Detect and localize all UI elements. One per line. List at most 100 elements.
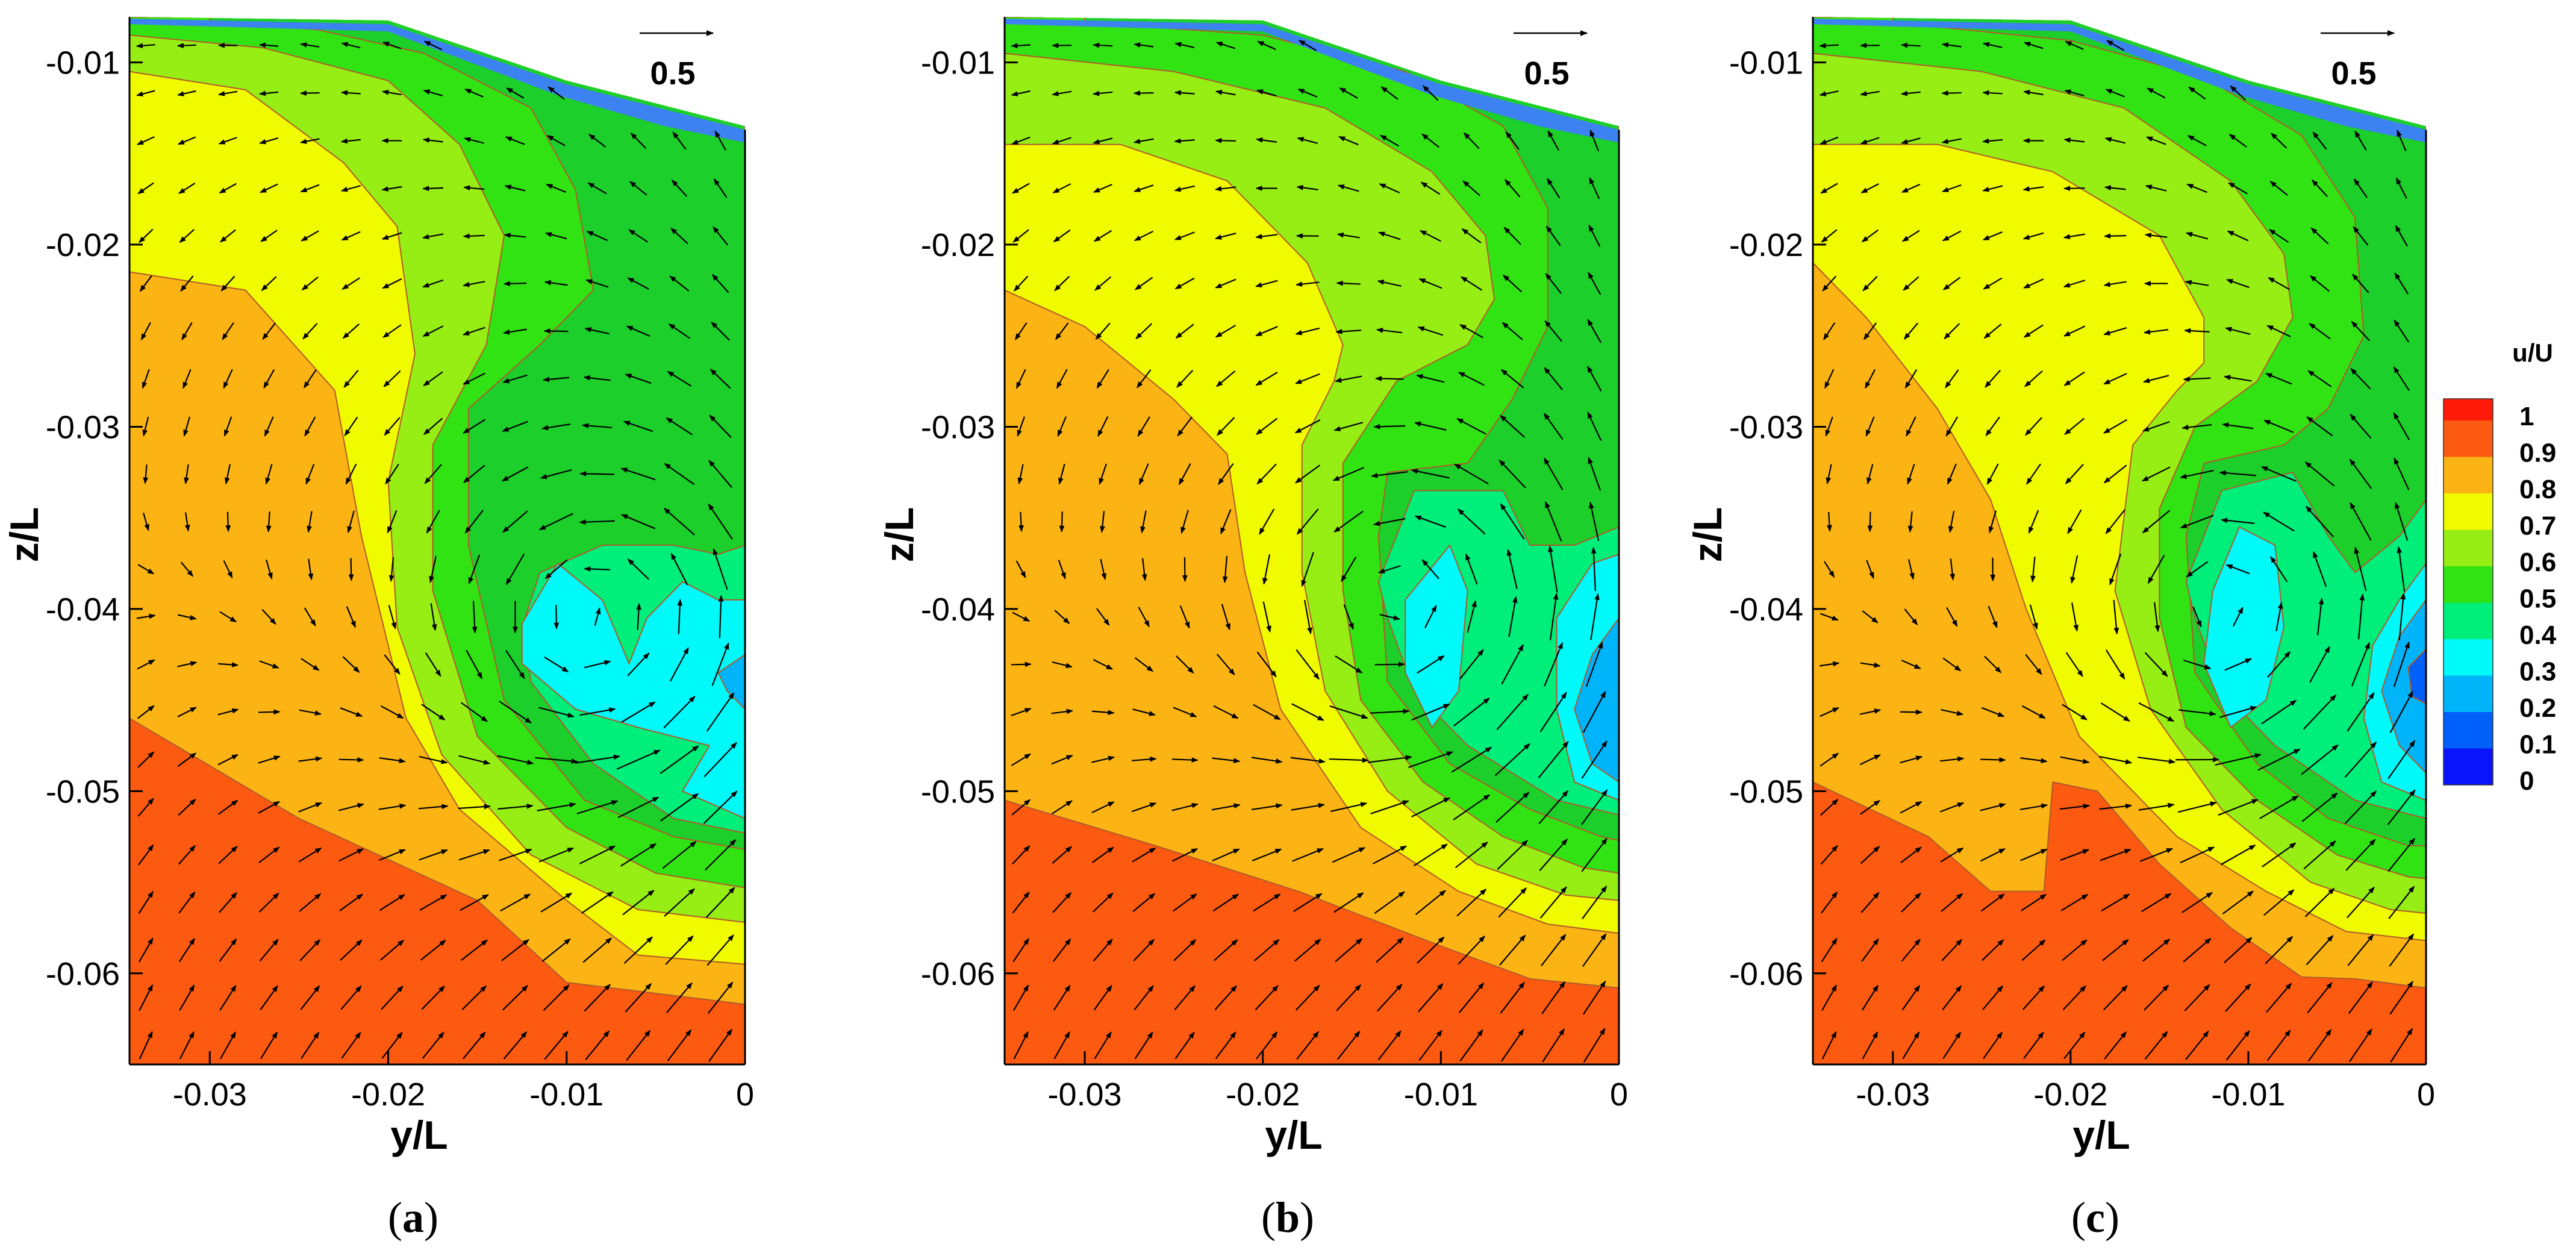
velocity-vector xyxy=(2104,137,2125,144)
velocity-vector xyxy=(1455,842,1488,869)
caption-open-paren: ( xyxy=(1261,1193,1276,1242)
velocity-vector xyxy=(2144,984,2169,1011)
velocity-vector xyxy=(2257,748,2301,771)
velocity-vector xyxy=(461,939,488,961)
velocity-vector xyxy=(1336,984,1362,1011)
velocity-vector xyxy=(1012,611,1031,622)
velocity-vector xyxy=(1296,649,1320,680)
velocity-vector xyxy=(1416,374,1445,383)
velocity-vector xyxy=(1298,40,1317,51)
caption-letter: b xyxy=(1276,1193,1300,1242)
velocity-vector xyxy=(1343,604,1354,630)
velocity-vector xyxy=(1421,133,1439,148)
velocity-vector xyxy=(2024,370,2043,387)
velocity-vector xyxy=(1824,369,1835,389)
velocity-vector xyxy=(218,137,237,145)
velocity-vector xyxy=(2028,510,2039,534)
velocity-vector xyxy=(2225,983,2251,1012)
caption-open-paren: ( xyxy=(2071,1193,2086,1242)
colorbar-label: 0.4 xyxy=(2519,620,2557,650)
velocity-vector xyxy=(340,707,363,717)
velocity-vector xyxy=(219,611,237,623)
velocity-vector xyxy=(1379,183,1400,193)
velocity-vector xyxy=(1980,848,2006,862)
velocity-vector xyxy=(585,279,609,288)
velocity-vector xyxy=(1538,741,1569,778)
contour-field xyxy=(1813,17,2426,1064)
velocity-vector xyxy=(2105,89,2125,98)
velocity-vector xyxy=(1333,510,1364,533)
velocity-vector xyxy=(1131,802,1157,813)
velocity-vector xyxy=(2104,1031,2127,1060)
velocity-vector xyxy=(2192,606,2202,628)
velocity-vector xyxy=(348,558,354,581)
velocity-vector xyxy=(2180,514,2214,529)
colorbar-swatch xyxy=(2443,420,2493,457)
velocity-vector xyxy=(1451,746,1492,773)
velocity-vector xyxy=(705,887,735,918)
velocity-vector xyxy=(1543,413,1564,440)
velocity-vector xyxy=(422,1031,444,1059)
velocity-vector xyxy=(1378,565,1401,573)
velocity-vector xyxy=(260,985,278,1011)
velocity-vector xyxy=(2103,281,2127,287)
colorbar-swatch xyxy=(2443,639,2493,676)
velocity-vector xyxy=(1860,846,1880,864)
reference-vector-label: 0.5 xyxy=(1524,55,1569,92)
velocity-vector xyxy=(1413,843,1448,867)
velocity-vector xyxy=(1453,794,1491,820)
velocity-vector xyxy=(636,603,641,630)
velocity-vector xyxy=(2307,982,2333,1014)
velocity-vector xyxy=(2181,892,2213,913)
velocity-vector xyxy=(1370,800,1409,814)
velocity-vector xyxy=(1255,280,1278,288)
velocity-vector xyxy=(713,178,728,198)
y-axis-label: z/L xyxy=(1685,507,1730,563)
velocity-vector xyxy=(1985,416,2000,437)
velocity-vector xyxy=(1941,893,1963,912)
velocity-vector xyxy=(464,89,484,98)
velocity-vector xyxy=(2222,890,2254,914)
velocity-vector xyxy=(1982,185,2003,192)
velocity-vector xyxy=(1820,799,1839,816)
velocity-vector xyxy=(1861,229,1879,243)
velocity-vector xyxy=(1866,464,1874,485)
velocity-vector xyxy=(703,790,738,824)
velocity-vector xyxy=(544,559,568,580)
velocity-vector xyxy=(2218,799,2259,816)
hull-boundary-layer xyxy=(1813,19,2426,143)
velocity-vector xyxy=(307,511,313,533)
caption-open-paren: ( xyxy=(388,1193,402,1242)
velocity-vector xyxy=(1336,232,1360,239)
velocity-vector xyxy=(1900,755,1923,764)
velocity-vector xyxy=(184,464,189,484)
velocity-vector xyxy=(1012,938,1030,963)
velocity-vector xyxy=(380,939,405,961)
velocity-vector xyxy=(259,660,279,669)
velocity-vector xyxy=(1296,1031,1319,1060)
velocity-vector xyxy=(2100,848,2132,861)
velocity-vector xyxy=(1212,848,1240,861)
panel-c: -0.03 -0.02 -0.01 0 -0.01 -0.02 -0.03 -0.04 -0.0… xyxy=(1685,17,2435,1242)
velocity-vector xyxy=(423,417,443,435)
velocity-vector xyxy=(579,471,615,477)
velocity-vector xyxy=(1901,660,1921,669)
velocity-vector xyxy=(2266,1030,2291,1061)
velocity-vector xyxy=(2180,469,2214,479)
velocity-vector xyxy=(1214,939,1238,961)
velocity-vector xyxy=(419,894,448,911)
velocity-vector xyxy=(582,423,613,428)
velocity-vector xyxy=(711,321,730,341)
velocity-vector xyxy=(258,801,281,814)
velocity-vector xyxy=(1380,134,1399,147)
velocity-vector xyxy=(1506,549,1518,589)
velocity-vector xyxy=(2387,789,2416,825)
velocity-vector xyxy=(579,845,616,864)
velocity-vector xyxy=(2304,461,2335,487)
velocity-vector xyxy=(1820,707,1839,717)
panels: -0.03 -0.02 -0.01 0 -0.01 -0.02 -0.03 -0.04 -0.0… xyxy=(2,17,2435,1242)
velocity-vector xyxy=(666,417,693,436)
velocity-vector xyxy=(2219,470,2256,477)
velocity-vector xyxy=(1093,659,1113,670)
velocity-vector xyxy=(340,90,361,96)
